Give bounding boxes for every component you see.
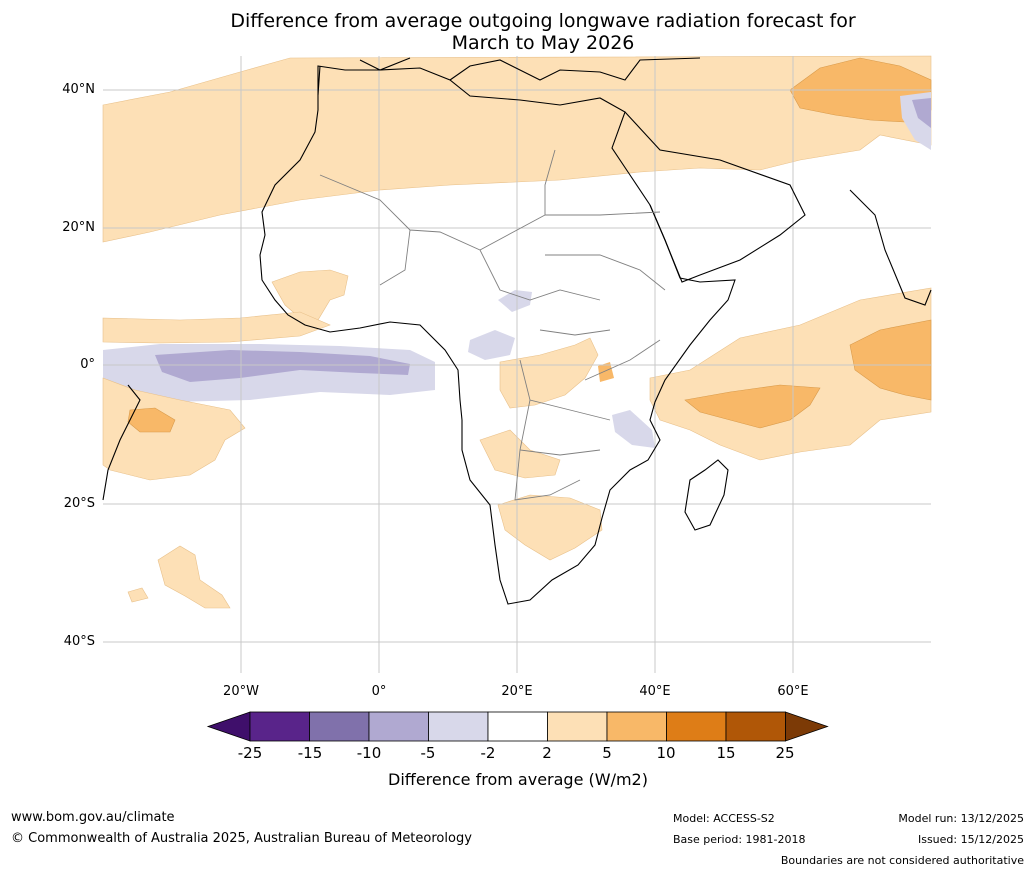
colorbar-tick--15: -15 [297,744,323,762]
footer-copyright: © Commonwealth of Australia 2025, Austra… [11,831,472,846]
anomaly-atlantic-band [102,311,331,344]
title-line-2: March to May 2026 [451,32,635,54]
title-line-1: Difference from average outgoing longwav… [230,10,856,32]
coastlines [102,57,932,605]
colorbar-tick-10: 10 [656,744,676,762]
colorbar-title: Difference from average (W/m2) [388,770,648,789]
anomaly-sahel-purple [498,290,532,312]
africa-coastline [259,65,736,605]
anomaly-equatorial-purple-dark [155,350,410,382]
colorbar-tick-2: 2 [542,744,552,762]
colorbar-tick-25: 25 [775,744,795,762]
anomaly-ne-purple-dark [912,98,931,128]
footer-model-run: Model run: 13/12/2025 [898,812,1024,825]
anomaly-lake-victoria [598,362,614,382]
colorbar-tick--10: -10 [356,744,382,762]
colorbar-tick--25: -25 [237,744,263,762]
colorbar [206,711,829,742]
footer-model: Model: ACCESS-S2 [673,812,775,825]
anomaly-indian-ocean-strong-west [684,384,821,429]
lon-label-0: 0° [371,684,387,699]
colorbar-extend-high [785,711,829,742]
colorbar-segment [428,711,489,742]
colorbar-segment [666,711,727,742]
colorbar-segment [547,711,608,742]
footer-disclaimer: Boundaries are not considered authoritat… [780,854,1024,867]
lon-label-60e: 60°E [777,684,809,699]
anomaly-southern-africa-2 [497,494,603,561]
anomaly-east-africa-purple [612,410,655,448]
graticule [103,56,931,673]
anomaly-south-atlantic [157,545,231,609]
lat-label-20n: 20°N [62,220,95,235]
footer-issued: Issued: 15/12/2025 [917,833,1024,846]
map-title: Difference from average outgoing longwav… [143,10,943,54]
footer-url[interactable]: www.bom.gov.au/climate [11,810,175,825]
country-borders [319,149,666,501]
anomaly-west-africa [271,269,349,321]
lat-label-0: 0° [80,357,95,372]
anomaly-congo-purple [468,330,515,360]
lat-label-20s: 20°S [63,496,95,511]
colorbar-extend-low [206,711,251,742]
madagascar-coastline [684,459,729,531]
anomaly-indian-ocean-strong-east [849,319,932,401]
anomaly-south-america-strong [127,407,176,433]
india-coastline [849,189,932,306]
europe-coastline [317,57,701,96]
colorbar-tick--2: -2 [480,744,496,762]
footer-base-period: Base period: 1981-2018 [673,833,806,846]
colorbar-tick-15: 15 [716,744,736,762]
arabia-coastline [624,111,806,283]
colorbar-tick-5: 5 [602,744,612,762]
lon-label-20e: 20°E [501,684,533,699]
colorbar-segment [368,711,429,742]
colorbar-tick--5: -5 [420,744,436,762]
border-lines [319,149,666,501]
lon-label-20w: 20°W [223,684,259,699]
colorbar-segment [606,711,667,742]
colorbar-segment [725,711,786,742]
lat-label-40n: 40°N [62,82,95,97]
lat-label-40s: 40°S [63,634,95,649]
south-america-coastline [102,384,141,501]
colorbar-segment [309,711,370,742]
anomaly-south-atlantic-small [127,587,149,603]
colorbar-segment [487,711,548,742]
colorbar-segment [249,711,310,742]
anomaly-central-africa [499,337,599,409]
lon-label-40e: 40°E [639,684,671,699]
